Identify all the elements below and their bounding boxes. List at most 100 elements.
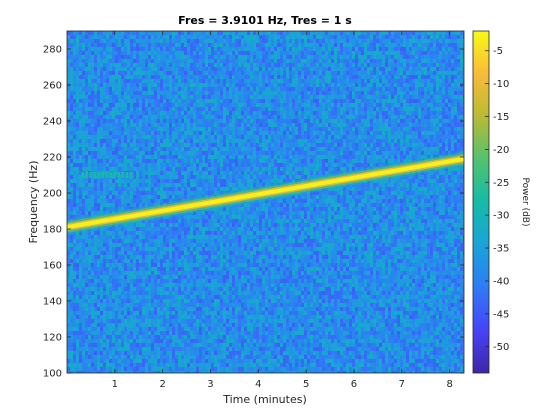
- noise-cell: [238, 59, 241, 63]
- noise-cell: [136, 99, 139, 103]
- noise-cell: [115, 83, 118, 87]
- noise-cell: [139, 115, 142, 119]
- noise-cell: [217, 239, 220, 243]
- noise-cell: [70, 267, 73, 271]
- noise-cell: [73, 39, 76, 43]
- noise-cell: [118, 243, 121, 247]
- noise-cell: [118, 179, 121, 183]
- noise-cell: [217, 43, 220, 47]
- noise-cell: [139, 307, 142, 311]
- noise-cell: [88, 79, 91, 83]
- noise-cell: [235, 303, 238, 307]
- noise-cell: [94, 43, 97, 47]
- noise-cell: [91, 191, 94, 195]
- noise-cell: [169, 151, 172, 155]
- noise-cell: [130, 339, 133, 343]
- noise-cell: [196, 155, 199, 159]
- noise-cell: [187, 271, 190, 275]
- noise-cell: [193, 303, 196, 307]
- noise-cell: [220, 135, 223, 139]
- noise-cell: [103, 31, 106, 35]
- noise-cell: [76, 187, 79, 191]
- noise-cell: [208, 271, 211, 275]
- noise-cell: [202, 291, 205, 295]
- noise-cell: [139, 251, 142, 255]
- noise-cell: [226, 303, 229, 307]
- noise-cell: [136, 331, 139, 335]
- noise-cell: [163, 239, 166, 243]
- noise-cell: [121, 319, 124, 323]
- noise-cell: [196, 343, 199, 347]
- noise-cell: [76, 183, 79, 187]
- noise-cell: [112, 91, 115, 95]
- noise-cell: [223, 283, 226, 287]
- noise-cell: [193, 279, 196, 283]
- noise-cell: [220, 287, 223, 291]
- noise-cell: [160, 59, 163, 63]
- noise-cell: [100, 331, 103, 335]
- noise-cell: [70, 315, 73, 319]
- noise-cell: [184, 55, 187, 59]
- noise-cell: [199, 87, 202, 91]
- noise-cell: [220, 343, 223, 347]
- noise-cell: [160, 151, 163, 155]
- noise-cell: [148, 339, 151, 343]
- noise-cell: [184, 331, 187, 335]
- noise-cell: [82, 239, 85, 243]
- noise-cell: [229, 91, 232, 95]
- noise-cell: [85, 311, 88, 315]
- noise-cell: [172, 307, 175, 311]
- noise-cell: [193, 131, 196, 135]
- noise-cell: [235, 343, 238, 347]
- noise-cell: [157, 239, 160, 243]
- noise-cell: [121, 331, 124, 335]
- noise-cell: [232, 235, 235, 239]
- noise-cell: [235, 323, 238, 327]
- noise-cell: [214, 191, 217, 195]
- noise-cell: [133, 327, 136, 331]
- noise-cell: [100, 159, 103, 163]
- noise-cell: [73, 191, 76, 195]
- noise-cell: [121, 79, 124, 83]
- noise-cell: [235, 319, 238, 323]
- noise-cell: [91, 63, 94, 67]
- noise-cell: [175, 143, 178, 147]
- noise-cell: [181, 343, 184, 347]
- noise-cell: [172, 199, 175, 203]
- noise-cell: [73, 367, 76, 371]
- noise-cell: [151, 351, 154, 355]
- noise-cell: [214, 79, 217, 83]
- noise-cell: [181, 367, 184, 371]
- noise-cell: [67, 179, 70, 183]
- noise-cell: [208, 119, 211, 123]
- noise-cell: [157, 139, 160, 143]
- noise-cell: [67, 87, 70, 91]
- noise-cell: [163, 287, 166, 291]
- noise-cell: [67, 171, 70, 175]
- noise-cell: [142, 171, 145, 175]
- noise-cell: [187, 267, 190, 271]
- noise-cell: [82, 139, 85, 143]
- noise-cell: [121, 135, 124, 139]
- noise-cell: [91, 143, 94, 147]
- noise-cell: [232, 163, 235, 167]
- noise-cell: [190, 227, 193, 231]
- noise-cell: [154, 171, 157, 175]
- noise-cell: [142, 111, 145, 115]
- noise-cell: [148, 147, 151, 151]
- noise-cell: [154, 79, 157, 83]
- noise-cell: [178, 307, 181, 311]
- noise-cell: [220, 215, 223, 219]
- noise-cell: [151, 323, 154, 327]
- noise-cell: [193, 35, 196, 39]
- noise-cell: [193, 123, 196, 127]
- noise-cell: [130, 155, 133, 159]
- noise-cell: [232, 259, 235, 263]
- noise-cell: [187, 143, 190, 147]
- noise-cell: [214, 51, 217, 55]
- noise-cell: [115, 107, 118, 111]
- noise-cell: [82, 187, 85, 191]
- noise-cell: [205, 139, 208, 143]
- noise-cell: [178, 187, 181, 191]
- noise-cell: [193, 275, 196, 279]
